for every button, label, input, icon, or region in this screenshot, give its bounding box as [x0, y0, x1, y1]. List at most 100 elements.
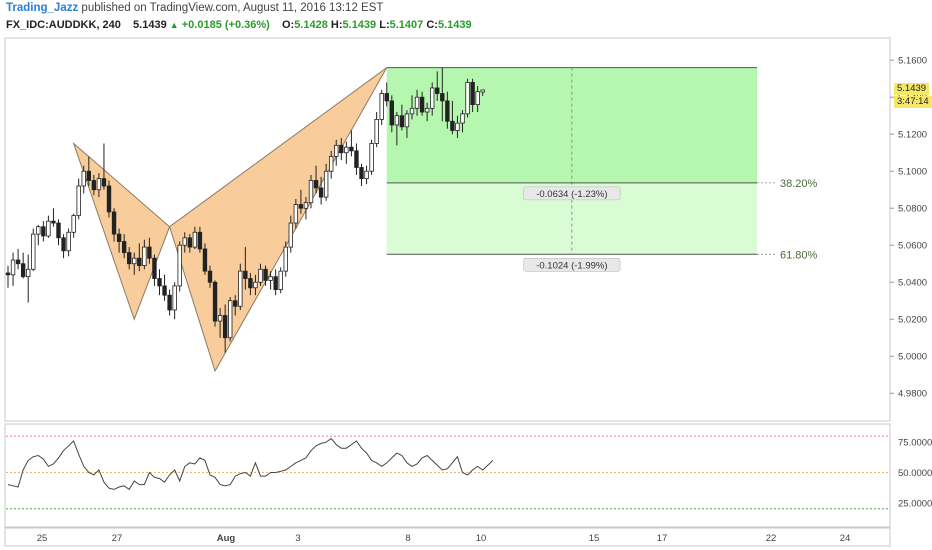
- time-tick-label: Aug: [217, 533, 236, 544]
- candle: [177, 241, 182, 292]
- price-tick-label: 5.0600: [898, 241, 927, 252]
- candle: [243, 247, 248, 290]
- last-price: 5.1439: [133, 19, 167, 31]
- candle: [303, 197, 309, 220]
- symbol-name[interactable]: FX_IDC:AUDDKK, 240: [6, 19, 121, 31]
- candle-body: [308, 180, 314, 204]
- candle-body: [142, 246, 147, 266]
- candle: [66, 228, 71, 257]
- candle: [369, 139, 374, 175]
- countdown-tag: 3:47:14: [894, 95, 932, 108]
- candle-body: [429, 87, 435, 109]
- candle: [263, 265, 268, 286]
- candle: [480, 89, 485, 96]
- candle: [334, 139, 339, 166]
- candle: [96, 173, 102, 198]
- candle: [273, 269, 278, 296]
- candle: [399, 104, 405, 131]
- candle-body: [25, 268, 31, 278]
- time-axis[interactable]: [4, 527, 891, 547]
- candle-body: [273, 276, 278, 291]
- candle: [91, 174, 97, 196]
- candle: [253, 274, 258, 296]
- candle-body: [450, 120, 455, 131]
- candle-body: [76, 185, 81, 217]
- candle: [147, 237, 152, 264]
- high-value: 5.1439: [342, 19, 377, 31]
- candle: [81, 165, 86, 194]
- candle-body: [278, 270, 283, 291]
- candle-body: [197, 231, 203, 250]
- candle: [328, 150, 334, 179]
- candle: [41, 221, 46, 242]
- candle-body: [369, 143, 374, 172]
- measure-label: -0.0634 (-1.23%): [536, 189, 607, 200]
- candle-body: [127, 252, 132, 265]
- candle-body: [283, 246, 288, 272]
- candle: [450, 100, 455, 135]
- time-tick-label: 8: [405, 533, 410, 544]
- candle-body: [147, 246, 152, 259]
- candle: [374, 112, 379, 148]
- open-label: O:: [281, 19, 295, 31]
- candle-body: [132, 257, 137, 265]
- candle: [51, 208, 56, 227]
- candle-body: [409, 107, 415, 115]
- candle: [460, 110, 465, 133]
- candle: [455, 115, 460, 138]
- candle: [61, 234, 66, 259]
- candle-body: [71, 215, 76, 233]
- rsi-tick-label: 25.0000: [898, 498, 932, 509]
- candle-body: [298, 204, 304, 209]
- candle: [172, 282, 177, 320]
- candle-body: [31, 233, 36, 270]
- candle-body: [318, 187, 324, 198]
- candle-body: [364, 170, 369, 180]
- last-price-tag: 5.1439: [894, 82, 930, 95]
- price-tick-label: 5.0000: [898, 352, 927, 363]
- time-tick-label: 22: [766, 533, 777, 544]
- price-tick-label: 5.0800: [898, 204, 927, 215]
- candle: [20, 252, 26, 279]
- time-tick-label: 25: [37, 533, 48, 544]
- candle-body: [61, 237, 66, 252]
- candle: [293, 198, 299, 229]
- candle: [121, 234, 127, 259]
- author-link[interactable]: Trading_Jazz: [6, 2, 79, 14]
- candle-body: [480, 89, 485, 93]
- candle: [71, 213, 76, 238]
- candle: [344, 141, 349, 164]
- price-tick-label: 5.0200: [898, 315, 927, 326]
- candle-body: [399, 115, 405, 128]
- rsi-layer: [6, 435, 889, 510]
- candle: [132, 252, 137, 275]
- candle-body: [288, 222, 293, 248]
- candle-body: [46, 220, 51, 237]
- candle-body: [202, 248, 208, 272]
- pattern-triangle-bcd: [169, 67, 388, 373]
- candle-body: [227, 300, 233, 339]
- candle-body: [293, 204, 299, 224]
- rsi-pane[interactable]: [4, 423, 891, 528]
- candle-body: [111, 211, 117, 235]
- measure-box: [523, 257, 621, 272]
- candle-body: [187, 237, 192, 248]
- candle: [414, 89, 420, 116]
- candle: [248, 272, 253, 296]
- rsi-series-line: [7, 437, 494, 491]
- candle-body: [359, 167, 364, 180]
- candle-body: [455, 122, 460, 131]
- candle-body: [116, 233, 122, 242]
- low-label: L:: [379, 19, 390, 31]
- candle-body: [233, 300, 238, 307]
- candle-body: [167, 294, 172, 311]
- candle-body: [440, 93, 445, 102]
- candle-body: [389, 100, 394, 126]
- rsi-tick-label: 50.0000: [898, 468, 932, 479]
- candle-body: [182, 237, 187, 246]
- candle-body: [475, 91, 480, 106]
- candle: [56, 219, 61, 246]
- candle-body: [212, 281, 218, 322]
- candle: [116, 228, 122, 253]
